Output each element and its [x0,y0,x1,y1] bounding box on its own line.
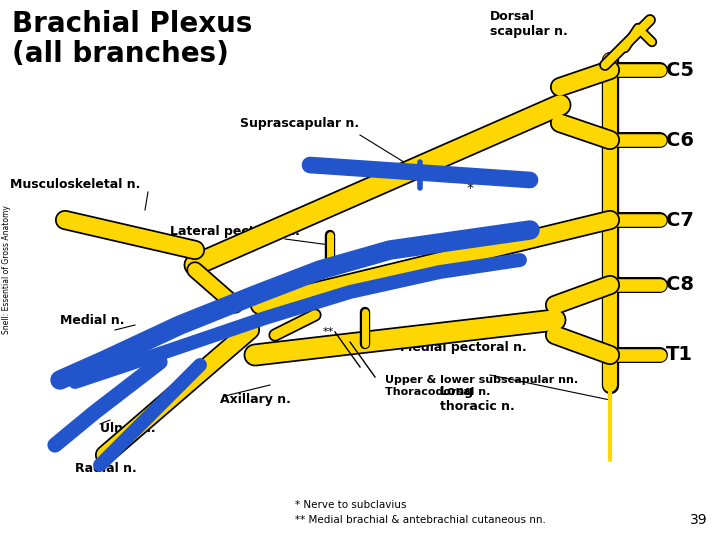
Text: ** Medial brachial & antebrachial cutaneous nn.: ** Medial brachial & antebrachial cutane… [295,515,546,525]
Text: Ulnar n.: Ulnar n. [100,422,156,435]
Text: Musculoskeletal n.: Musculoskeletal n. [10,179,140,192]
Text: C6: C6 [666,131,694,150]
Text: *: * [467,181,474,195]
Text: 39: 39 [690,513,708,527]
Text: Long
thoracic n.: Long thoracic n. [440,385,515,413]
Text: Radial n.: Radial n. [75,462,137,475]
Text: Brachial Plexus: Brachial Plexus [12,10,253,38]
Text: **: ** [323,327,333,337]
Text: Snell: Essential of Gross Anatomy: Snell: Essential of Gross Anatomy [2,206,12,334]
Text: C5: C5 [666,60,694,79]
Text: Medial pectoral n.: Medial pectoral n. [400,341,527,354]
Text: Upper & lower subscapular nn.
Thoracodorsal n.: Upper & lower subscapular nn. Thoracodor… [385,375,578,396]
Text: Axillary n.: Axillary n. [220,394,291,407]
Text: * Nerve to subclavius: * Nerve to subclavius [295,500,407,510]
Text: T1: T1 [666,346,693,365]
Text: Lateral pectoral n.: Lateral pectoral n. [170,226,300,239]
Text: Medial n.: Medial n. [60,314,125,327]
Text: (all branches): (all branches) [12,40,229,68]
Text: C7: C7 [666,211,694,229]
Text: Dorsal
scapular n.: Dorsal scapular n. [490,10,568,38]
Text: C8: C8 [666,275,694,294]
Text: Suprascapular n.: Suprascapular n. [240,117,359,130]
